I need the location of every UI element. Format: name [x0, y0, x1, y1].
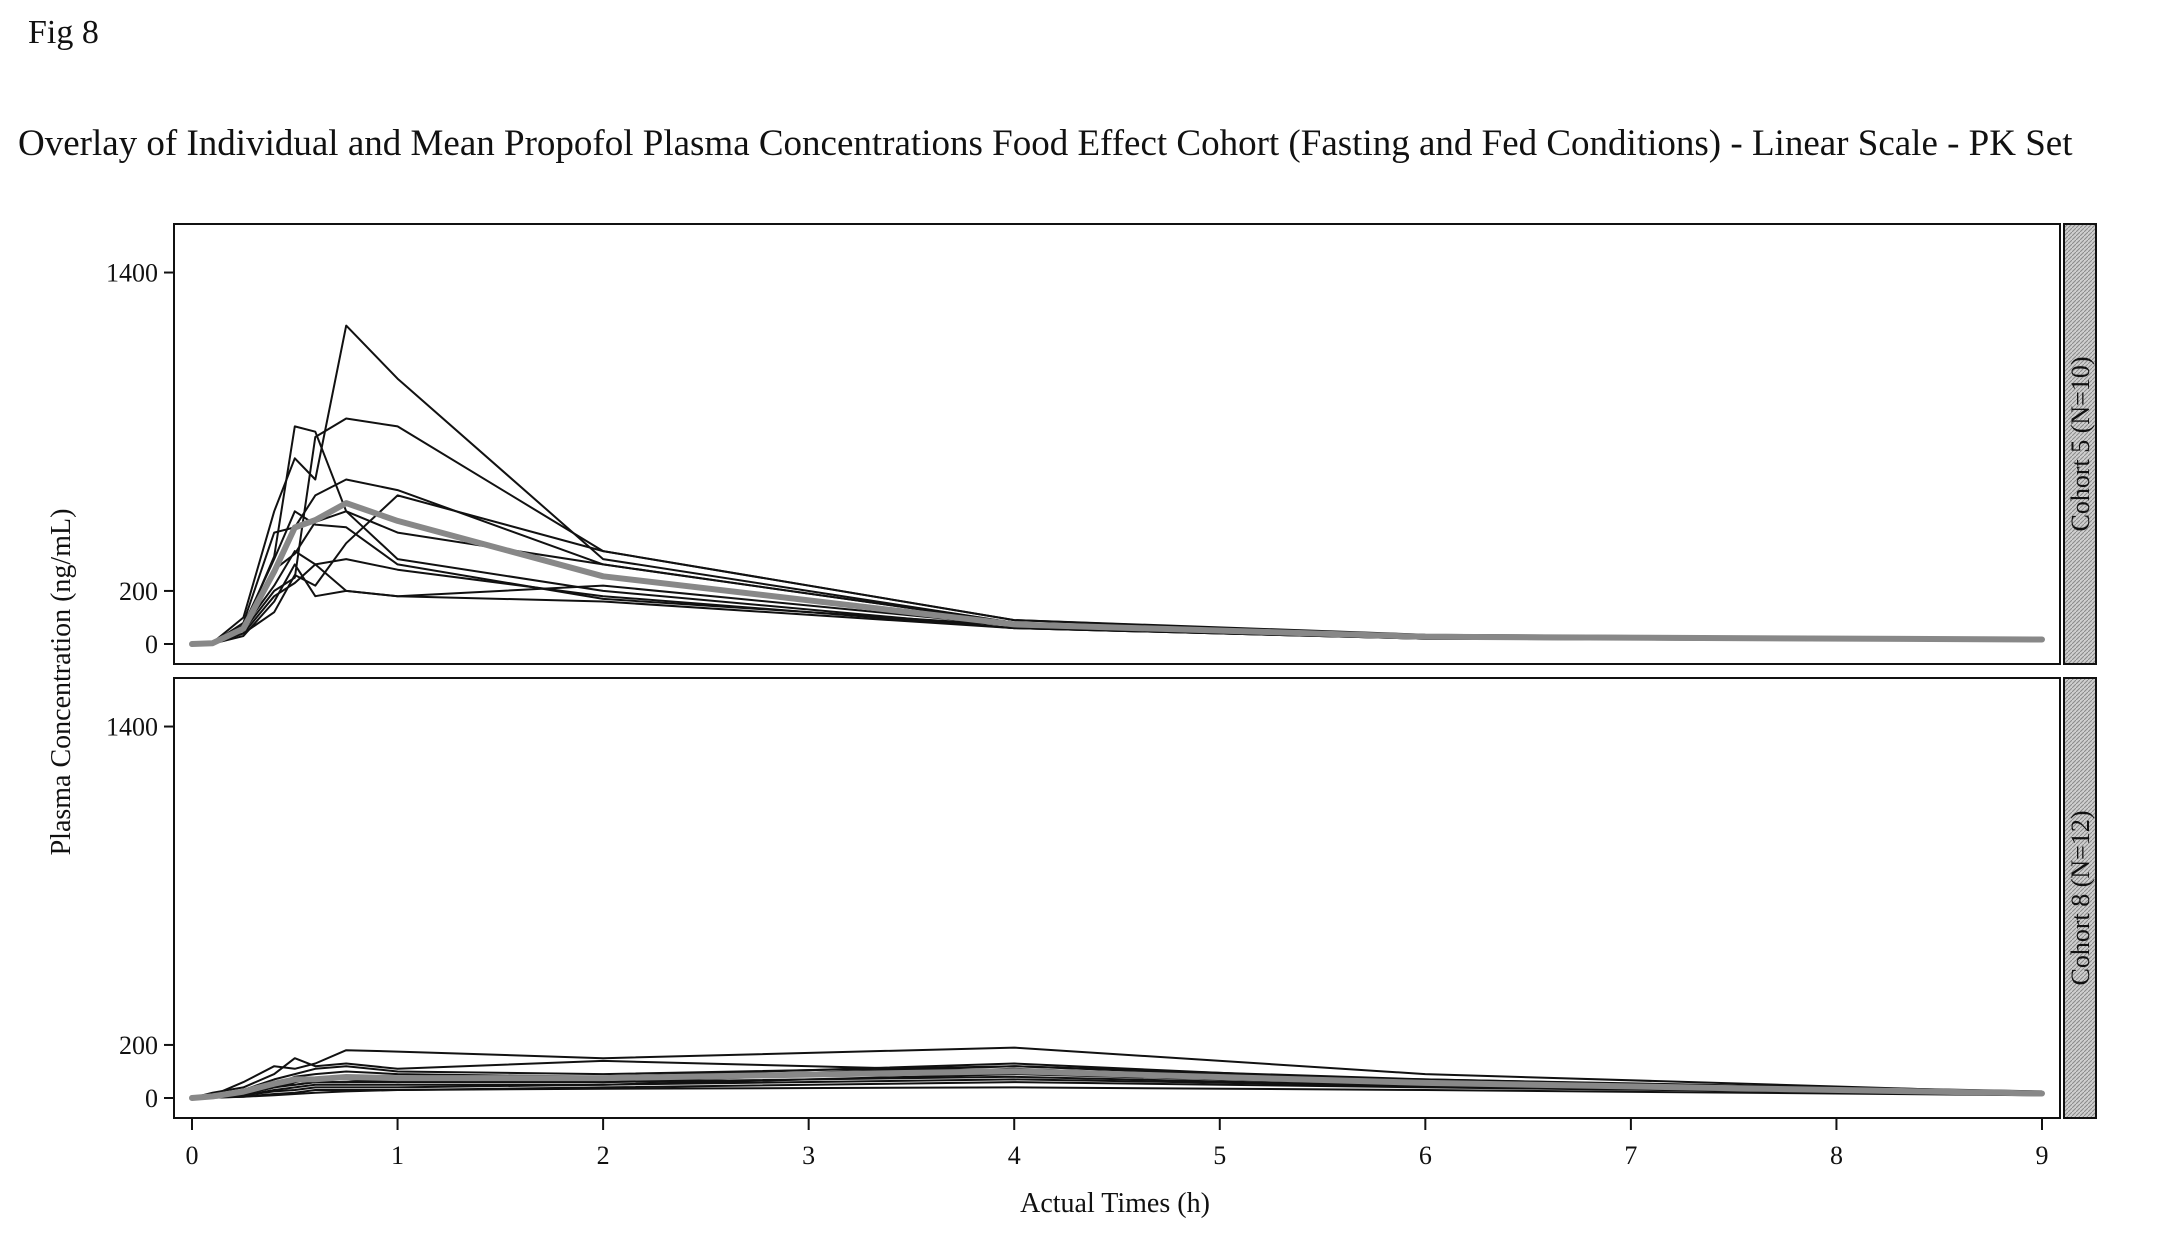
y-tick-label: 1400 — [106, 713, 158, 742]
x-tick-label: 1 — [391, 1141, 404, 1170]
x-tick-label: 7 — [1624, 1141, 1637, 1170]
x-tick-label: 4 — [1008, 1141, 1021, 1170]
plot-panels: Cohort 5 (N=10) 0 200 1400 Cohort 8 (N=12) 0 2… — [106, 223, 2097, 1119]
x-tick-label: 2 — [597, 1141, 610, 1170]
subject-line-1 — [191, 1046, 2043, 1099]
chart-title: Overlay of Individual and Mean Propofol … — [18, 123, 2073, 164]
y-axis-label: Plasma Concentration (ng/mL) — [46, 509, 77, 856]
mean-line — [189, 500, 2045, 647]
subject-line-12 — [191, 1086, 2043, 1099]
x-tick-label: 6 — [1419, 1141, 1432, 1170]
figure-label: Fig 8 — [28, 14, 99, 51]
subject-line-11 — [191, 1078, 2043, 1099]
x-tick-label: 3 — [802, 1141, 815, 1170]
y-tick-label: 1400 — [106, 259, 158, 288]
panel-frame — [173, 677, 2061, 1119]
panel-strip — [2063, 223, 2097, 665]
x-tick-label: 8 — [1830, 1141, 1843, 1170]
panel-1: Cohort 5 (N=10) 0 200 1400 — [106, 223, 2097, 665]
x-tick-label: 0 — [186, 1141, 199, 1170]
x-tick-label: 5 — [1213, 1141, 1226, 1170]
x-axis-label: Actual Times (h) — [1020, 1188, 1210, 1219]
panel-strip-label: Cohort 8 (N=12) — [2066, 811, 2095, 986]
x-axis: 0 1 2 3 4 5 6 7 8 9 — [186, 1118, 2049, 1170]
y-tick-label: 0 — [145, 630, 158, 659]
y-tick-label: 200 — [119, 577, 158, 606]
y-tick-label: 200 — [119, 1031, 158, 1060]
panel-strip-label: Cohort 5 (N=10) — [2066, 357, 2095, 532]
subject-line-10 — [191, 558, 2043, 645]
panel-2: Cohort 8 (N=12) 0 200 1400 — [106, 677, 2097, 1119]
mean-line — [189, 1068, 2045, 1101]
y-tick-label: 0 — [145, 1084, 158, 1113]
panel-strip — [2063, 677, 2097, 1119]
x-tick-label: 9 — [2036, 1141, 2049, 1170]
